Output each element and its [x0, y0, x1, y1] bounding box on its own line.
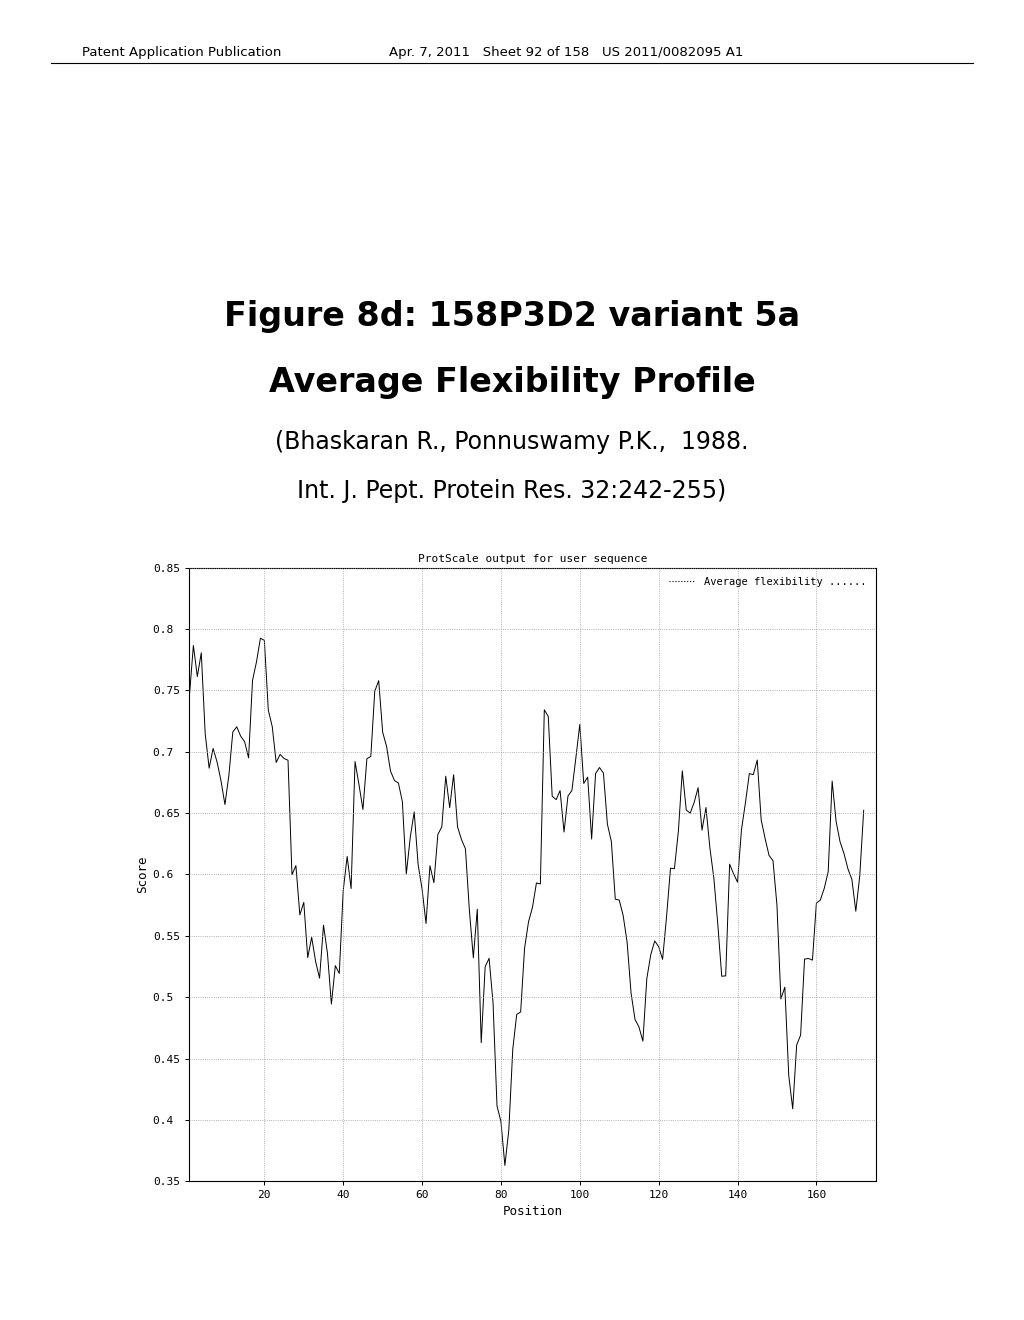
- Text: Average Flexibility Profile: Average Flexibility Profile: [268, 367, 756, 400]
- Text: Patent Application Publication: Patent Application Publication: [82, 46, 282, 59]
- Title: ProtScale output for user sequence: ProtScale output for user sequence: [418, 554, 647, 564]
- Y-axis label: Score: Score: [136, 855, 150, 894]
- X-axis label: Position: Position: [503, 1205, 562, 1217]
- Text: Int. J. Pept. Protein Res. 32:242-255): Int. J. Pept. Protein Res. 32:242-255): [297, 479, 727, 503]
- Legend: Average flexibility ......: Average flexibility ......: [666, 573, 870, 591]
- Text: Apr. 7, 2011   Sheet 92 of 158   US 2011/0082095 A1: Apr. 7, 2011 Sheet 92 of 158 US 2011/008…: [389, 46, 743, 59]
- Text: (Bhaskaran R., Ponnuswamy P.K.,  1988.: (Bhaskaran R., Ponnuswamy P.K., 1988.: [275, 430, 749, 454]
- Text: Figure 8d: 158P3D2 variant 5a: Figure 8d: 158P3D2 variant 5a: [224, 300, 800, 333]
